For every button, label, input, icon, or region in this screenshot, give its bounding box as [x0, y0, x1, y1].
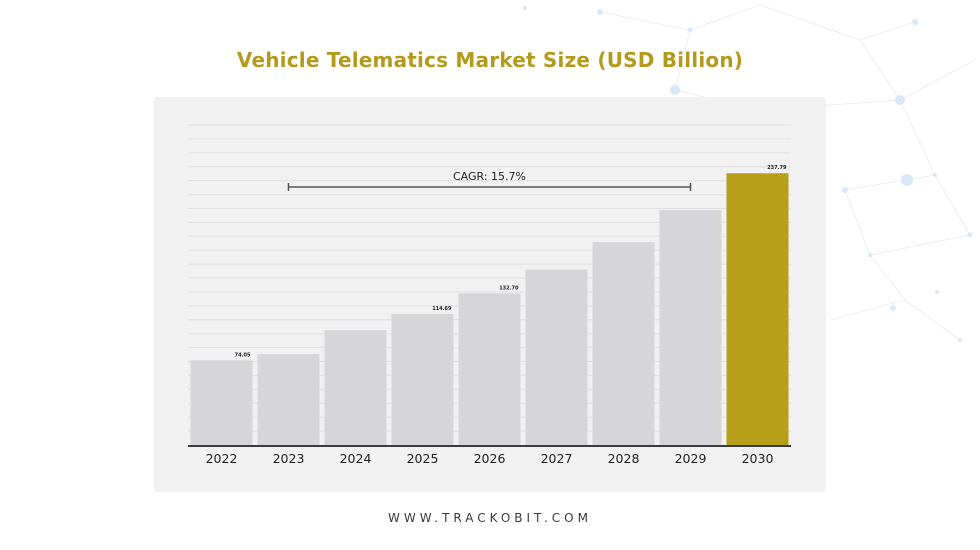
x-tick-label-2022: 2022 — [206, 451, 238, 466]
chart-panel: 74.05 2022 2023 2024 114.69 2025 132.70 2026 202… — [154, 97, 826, 492]
bar-2022 — [190, 360, 253, 445]
data-label-2022: 74.05 — [235, 352, 251, 358]
x-tick-label-2024: 2024 — [340, 451, 372, 466]
data-label-2030: 237.79 — [767, 165, 787, 171]
bar-2027 — [525, 269, 588, 445]
x-tick-label-2029: 2029 — [675, 451, 707, 466]
x-tick-label-2027: 2027 — [541, 451, 573, 466]
bar-2024 — [324, 330, 387, 445]
bar-2026 — [458, 293, 521, 445]
x-tick-label-2026: 2026 — [474, 451, 506, 466]
x-tick-label-2028: 2028 — [608, 451, 640, 466]
x-tick-label-2023: 2023 — [273, 451, 305, 466]
chart-title: Vehicle Telematics Market Size (USD Bill… — [236, 48, 744, 72]
bar-2029 — [659, 210, 722, 445]
data-label-2025: 114.69 — [432, 306, 452, 312]
bar-2028 — [592, 242, 655, 445]
x-tick-label-2030: 2030 — [742, 451, 774, 466]
bar-2023 — [257, 354, 320, 445]
website-footer: WWW.TRACKOBIT.COM — [388, 511, 592, 525]
bar-2025 — [391, 313, 454, 445]
bar-2030 — [726, 173, 789, 445]
x-tick-label-2025: 2025 — [407, 451, 439, 466]
bar-chart: 74.05 2022 2023 2024 114.69 2025 132.70 2026 202… — [188, 124, 791, 466]
cagr-annotation-label: CAGR: 15.7% — [453, 170, 526, 183]
data-label-2026: 132.70 — [499, 285, 519, 291]
